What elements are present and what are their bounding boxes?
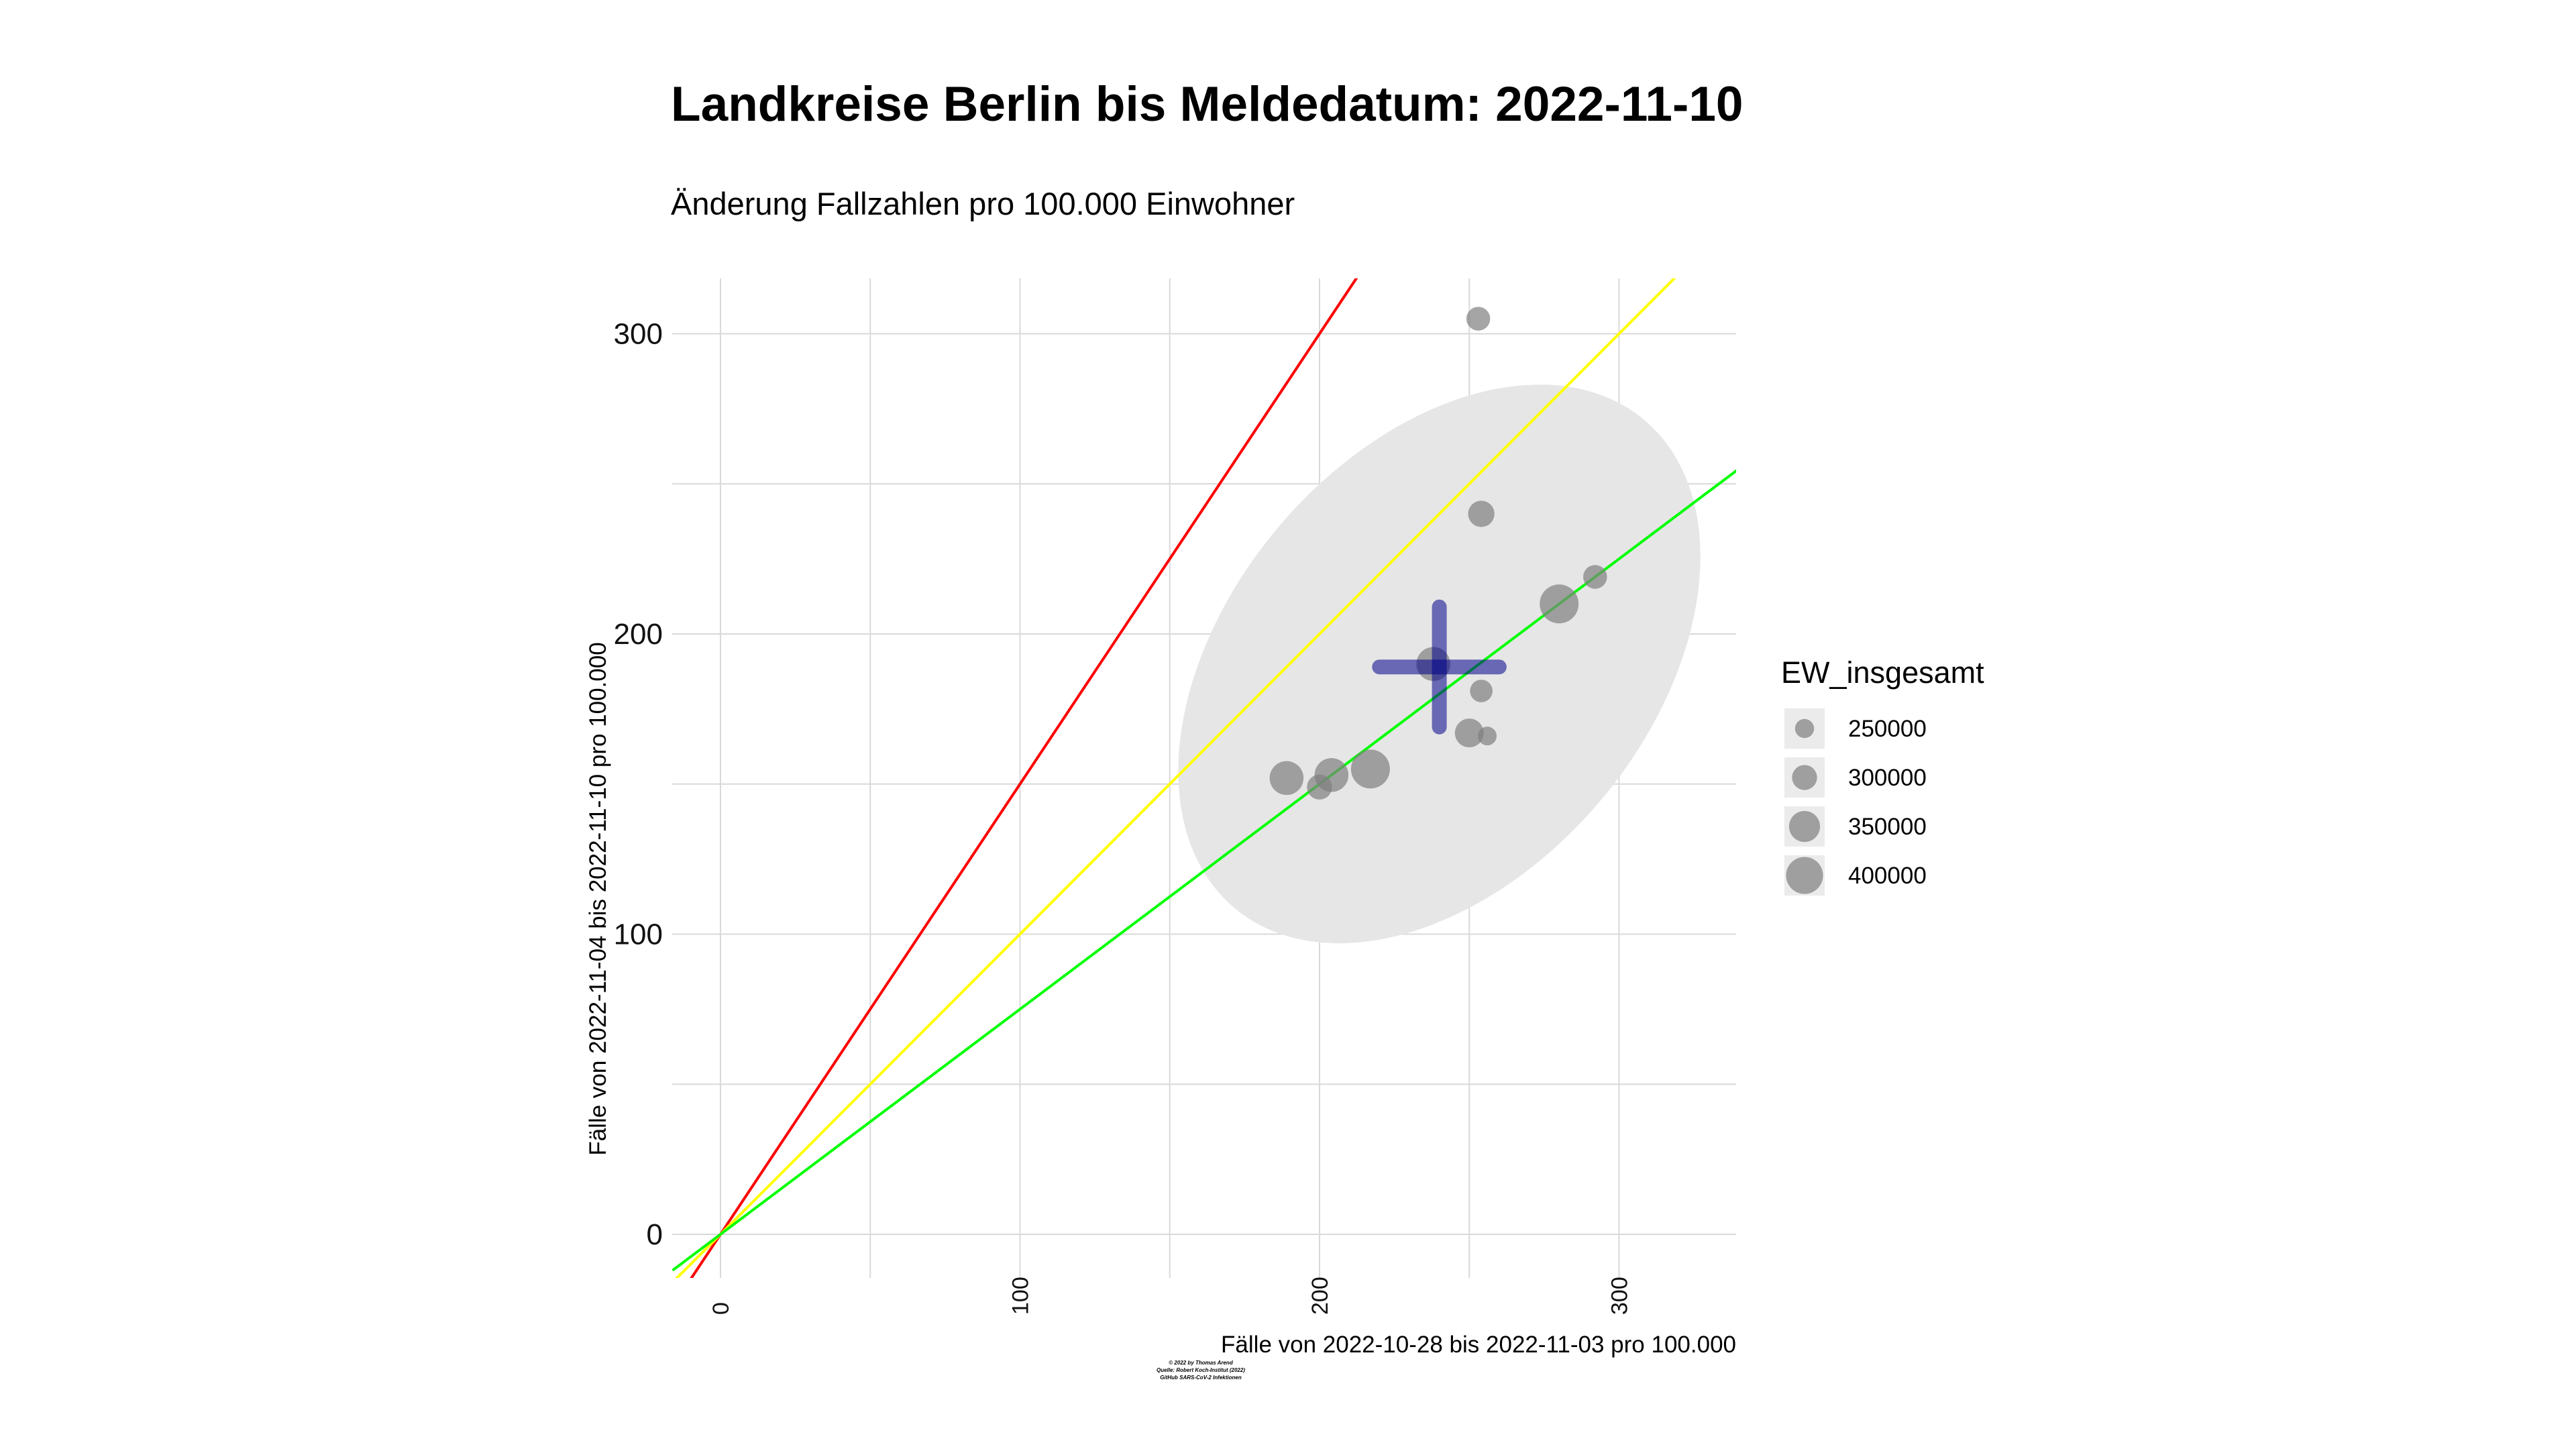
x-tick-label-100: 100 — [1008, 1277, 1034, 1315]
legend-symbol-350000 — [1788, 810, 1821, 843]
mean-cross — [1372, 599, 1507, 735]
caption-line-3: GitHub SARS-CoV-2 Infektionen — [1160, 1375, 1242, 1381]
data-point-2 — [1468, 500, 1495, 527]
chart-title: Landkreise Berlin bis Meldedatum: 2022-1… — [671, 77, 1743, 131]
chart-subtitle: Änderung Fallzahlen pro 100.000 Einwohne… — [671, 186, 1295, 221]
data-point-1 — [1466, 307, 1491, 331]
caption-line-1: © 2022 by Thomas Arend — [1169, 1360, 1234, 1366]
caption: © 2022 by Thomas Arend Quelle: Robert Ko… — [1157, 1360, 1245, 1381]
data-point-12 — [1307, 774, 1332, 800]
x-tick-label-300: 300 — [1607, 1277, 1633, 1315]
data-point-8 — [1478, 727, 1497, 746]
reference-line-3 — [672, 469, 1736, 1272]
data-point-6 — [1470, 680, 1493, 702]
legend-symbol-300000 — [1792, 765, 1817, 790]
y-axis-label: Fälle von 2022-11-04 bis 2022-11-10 pro … — [585, 642, 611, 1155]
data-point-7 — [1454, 718, 1484, 748]
size-legend: EW_insgesamt 250000 300000 350000 400000 — [1781, 655, 1984, 896]
x-tick-label-0: 0 — [708, 1302, 734, 1315]
plot-panel — [672, 278, 1736, 1278]
y-axis-ticks: 0 100 200 300 — [614, 318, 663, 1252]
legend-symbol-400000 — [1786, 857, 1823, 894]
y-tick-label-0: 0 — [647, 1218, 663, 1251]
caption-line-2: Quelle: Robert Koch-Institut (2022) — [1157, 1367, 1245, 1373]
x-axis-label: Fälle von 2022-10-28 bis 2022-11-03 pro … — [1221, 1332, 1736, 1358]
y-tick-label-200: 200 — [614, 618, 663, 651]
data-point-3 — [1583, 565, 1607, 589]
legend-label-250000: 250000 — [1848, 716, 1927, 742]
legend-symbol-250000 — [1794, 718, 1815, 739]
x-axis-ticks: 0 100 200 300 — [708, 1277, 1633, 1315]
reference-line-1 — [690, 278, 1358, 1278]
data-point-9 — [1350, 749, 1390, 789]
data-point-11 — [1269, 761, 1304, 796]
x-tick-label-200: 200 — [1307, 1277, 1333, 1315]
data-point-4 — [1540, 584, 1579, 624]
legend-title: EW_insgesamt — [1781, 655, 1984, 690]
legend-label-400000: 400000 — [1848, 863, 1927, 889]
legend-label-300000: 300000 — [1848, 765, 1927, 791]
reference-line-2 — [675, 278, 1676, 1278]
legend-label-350000: 350000 — [1848, 814, 1927, 840]
y-tick-label-100: 100 — [614, 918, 663, 951]
y-tick-label-300: 300 — [614, 318, 663, 351]
